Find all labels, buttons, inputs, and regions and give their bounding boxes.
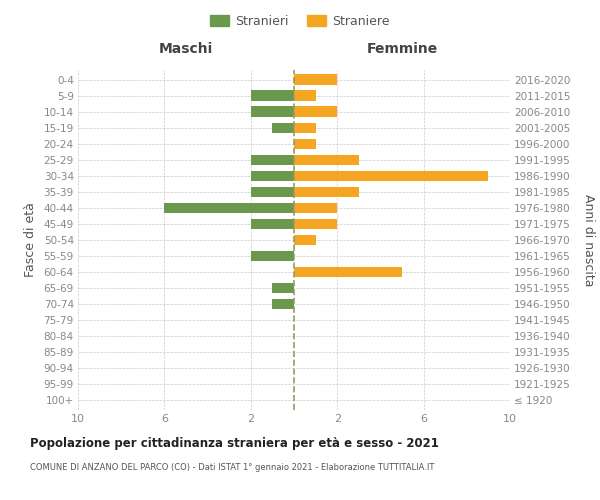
- Bar: [294, 122, 316, 133]
- Bar: [251, 251, 294, 261]
- Text: Popolazione per cittadinanza straniera per età e sesso - 2021: Popolazione per cittadinanza straniera p…: [30, 438, 439, 450]
- Text: Maschi: Maschi: [159, 42, 213, 56]
- Bar: [164, 202, 294, 213]
- Bar: [251, 106, 294, 117]
- Text: Femmine: Femmine: [367, 42, 437, 56]
- Bar: [294, 74, 337, 85]
- Bar: [294, 186, 359, 197]
- Bar: [251, 218, 294, 229]
- Bar: [251, 186, 294, 197]
- Bar: [294, 235, 316, 245]
- Bar: [294, 154, 359, 165]
- Bar: [294, 90, 316, 101]
- Y-axis label: Fasce di età: Fasce di età: [23, 202, 37, 278]
- Bar: [294, 267, 402, 278]
- Text: COMUNE DI ANZANO DEL PARCO (CO) - Dati ISTAT 1° gennaio 2021 - Elaborazione TUTT: COMUNE DI ANZANO DEL PARCO (CO) - Dati I…: [30, 462, 434, 471]
- Bar: [251, 90, 294, 101]
- Bar: [294, 106, 337, 117]
- Bar: [251, 154, 294, 165]
- Bar: [294, 138, 316, 149]
- Bar: [294, 218, 337, 229]
- Legend: Stranieri, Straniere: Stranieri, Straniere: [204, 8, 396, 34]
- Bar: [272, 283, 294, 294]
- Bar: [294, 170, 488, 181]
- Bar: [272, 299, 294, 310]
- Bar: [251, 170, 294, 181]
- Y-axis label: Anni di nascita: Anni di nascita: [582, 194, 595, 286]
- Bar: [294, 202, 337, 213]
- Bar: [272, 122, 294, 133]
